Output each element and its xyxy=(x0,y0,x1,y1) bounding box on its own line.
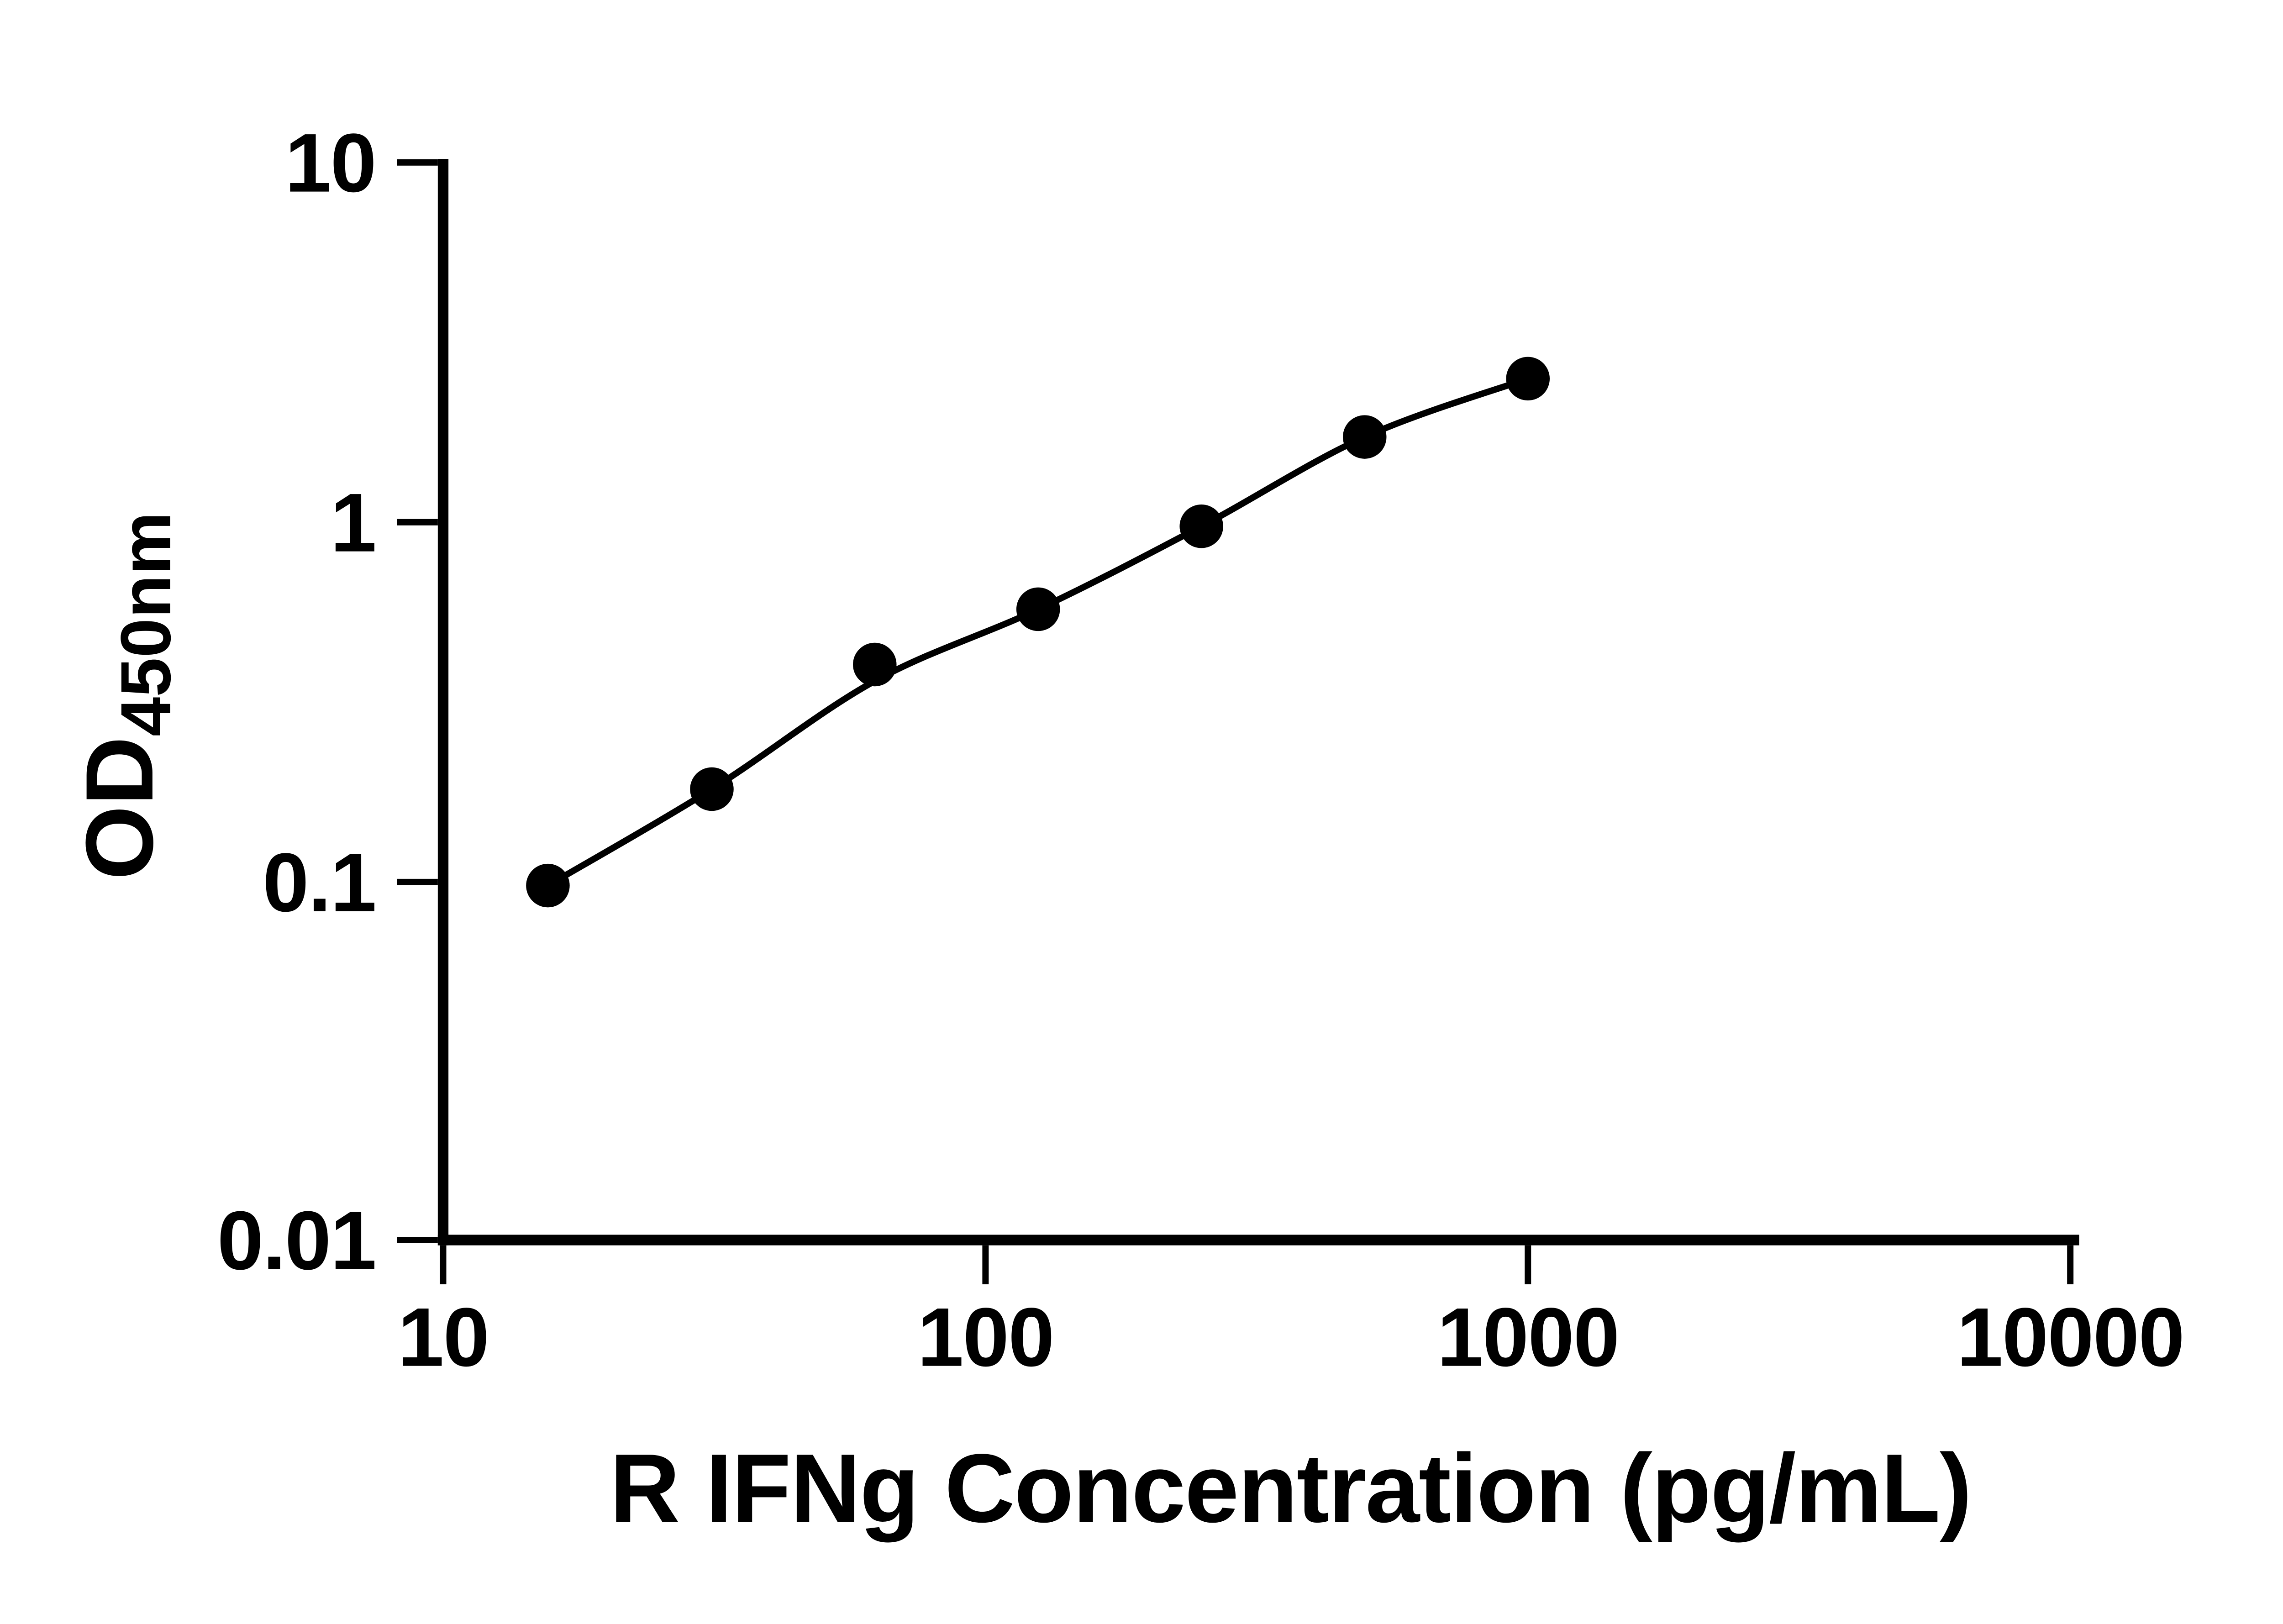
x-tick-label-1000: 1000 xyxy=(1437,1291,1619,1384)
x-tick-label-10000: 10000 xyxy=(1957,1291,2184,1384)
data-point xyxy=(1506,357,1550,401)
x-tick-label-100: 100 xyxy=(917,1291,1054,1384)
y-axis-title-subscript: 450nm xyxy=(106,512,185,736)
y-tick-label-10: 10 xyxy=(285,116,376,210)
y-tick-label-0-01: 0.01 xyxy=(217,1194,376,1287)
x-tick-label-10: 10 xyxy=(398,1291,489,1384)
y-axis-title-base: OD xyxy=(66,736,173,880)
data-series xyxy=(526,357,1550,908)
y-axis: 10 1 0.1 0.01 OD450nm xyxy=(66,116,449,1287)
data-point xyxy=(1016,587,1060,631)
y-tick-label-0-1: 0.1 xyxy=(263,836,376,929)
data-point xyxy=(690,767,734,811)
data-point xyxy=(526,863,570,908)
data-point xyxy=(853,642,897,687)
y-tick-label-1: 1 xyxy=(330,476,376,569)
y-axis-title: OD450nm xyxy=(66,512,185,880)
fit-curve xyxy=(544,375,1531,889)
data-point xyxy=(1179,504,1223,548)
x-axis: 10 100 1000 10000 R IFNg Concentration (… xyxy=(398,1235,2185,1543)
data-point xyxy=(1342,415,1387,459)
x-axis-title: R IFNg Concentration (pg/mL) xyxy=(610,1434,1971,1543)
